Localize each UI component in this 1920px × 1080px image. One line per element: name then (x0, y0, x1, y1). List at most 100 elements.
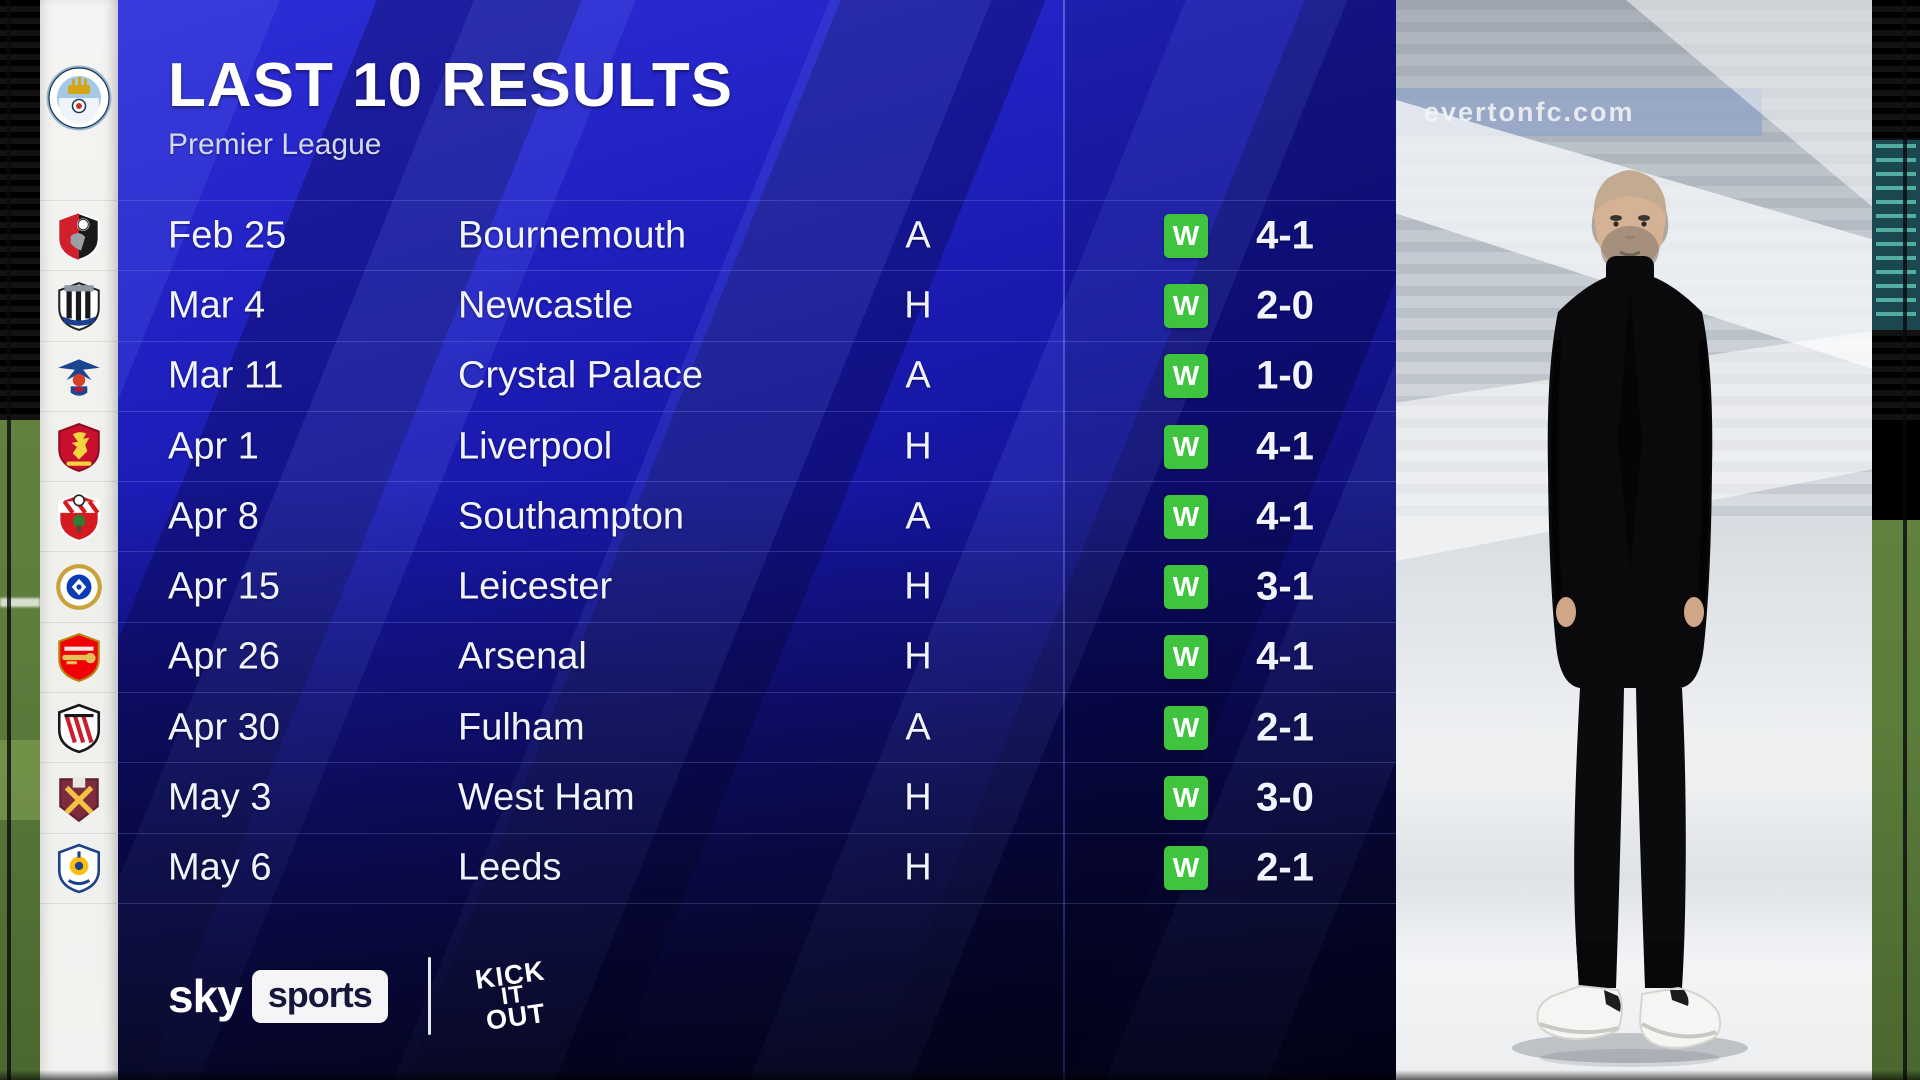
result-score: 3-0 (1256, 775, 1314, 820)
pitch-line (0, 598, 40, 607)
result-date: Apr 1 (168, 425, 259, 468)
result-date: Mar 4 (168, 284, 266, 327)
result-row: May 3 West Ham H W 3-0 (118, 762, 1396, 832)
sky-sports-logo-box: sports (251, 969, 388, 1023)
rows-end-divider (118, 902, 1396, 904)
result-score: 4-1 (1256, 213, 1314, 258)
result-date: Apr 15 (168, 565, 280, 608)
result-row: Mar 4 Newcastle H W 2-0 (118, 270, 1396, 340)
result-row: May 6 Leeds H W 2-1 (118, 832, 1396, 903)
result-opponent: Bournemouth (458, 214, 687, 257)
column-divider-line (1063, 0, 1065, 1080)
results-panel: LAST 10 RESULTS Premier League Feb 25 Bo… (118, 0, 1396, 1080)
kick-it-out-line3: OUT (483, 997, 548, 1036)
result-date: May 6 (168, 846, 272, 889)
result-score: 2-0 (1256, 283, 1314, 328)
result-score: 2-1 (1256, 705, 1314, 750)
leeds-badge-icon (40, 832, 118, 903)
pitch-mow-band (0, 740, 40, 820)
team-badge-cell (40, 0, 118, 200)
crystal-palace-badge-icon (40, 340, 118, 411)
sky-logo-text: sky (168, 970, 243, 1022)
result-row: Apr 30 Fulham A W 2-1 (118, 692, 1396, 762)
result-venue: H (904, 635, 932, 678)
result-venue: H (904, 776, 932, 819)
stadium-scoreboard (1872, 140, 1920, 330)
result-row: Apr 8 Southampton A W 4-1 (118, 481, 1396, 551)
footer-logos: sky sports KICK IT OUT (168, 950, 561, 1042)
video-seam (7, 0, 11, 1080)
result-badge-win: W (1164, 776, 1208, 821)
result-badge-win: W (1164, 354, 1208, 399)
result-opponent: Arsenal (458, 635, 587, 678)
result-row: Apr 1 Liverpool H W 4-1 (118, 410, 1396, 481)
result-venue: A (905, 354, 931, 397)
result-date: Apr 30 (168, 706, 280, 749)
result-badge-win: W (1164, 494, 1208, 539)
result-badge-win: W (1164, 283, 1208, 328)
result-date: May 3 (168, 776, 272, 819)
title-block: LAST 10 RESULTS Premier League (168, 51, 734, 162)
result-badge-win: W (1164, 635, 1208, 680)
result-opponent: Leeds (458, 846, 562, 889)
result-venue: H (904, 425, 932, 468)
score-column-shade (1065, 0, 1396, 1080)
result-date: Apr 26 (168, 635, 280, 678)
result-score: 3-1 (1256, 564, 1314, 609)
opponent-badge-cells (40, 200, 118, 904)
result-opponent: West Ham (458, 776, 635, 819)
team-badge-rail (40, 0, 118, 1080)
result-score: 4-1 (1256, 634, 1314, 679)
page-title: LAST 10 RESULTS (168, 51, 734, 120)
southampton-badge-icon (40, 481, 118, 551)
result-score: 4-1 (1256, 494, 1314, 539)
result-row: Feb 25 Bournemouth A W 4-1 (118, 200, 1396, 270)
result-date: Apr 8 (168, 495, 259, 538)
background-video-right (1872, 0, 1920, 1080)
result-opponent: Leicester (458, 565, 613, 608)
result-opponent: Liverpool (458, 425, 613, 468)
video-seam (1903, 0, 1907, 1080)
result-badge-win: W (1164, 705, 1208, 750)
result-venue: H (904, 846, 932, 889)
west-ham-badge-icon (40, 762, 118, 832)
result-opponent: Newcastle (458, 284, 634, 327)
result-opponent: Crystal Palace (458, 354, 703, 397)
kick-it-out-logo: KICK IT OUT (459, 942, 567, 1050)
result-score: 2-1 (1256, 845, 1314, 890)
result-badge-win: W (1164, 424, 1208, 469)
bournemouth-badge-icon (40, 200, 118, 270)
manager-photo-panel: evertonfc.com (1396, 0, 1872, 1080)
result-venue: H (904, 565, 932, 608)
stadium-pitch (1872, 520, 1920, 1080)
result-score: 1-0 (1256, 353, 1314, 398)
result-venue: A (905, 214, 931, 257)
result-venue: A (905, 706, 931, 749)
rail-end-divider (40, 902, 118, 904)
result-date: Mar 11 (168, 354, 284, 397)
result-venue: H (904, 284, 932, 327)
footer-divider (427, 957, 431, 1035)
results-rows: Feb 25 Bournemouth A W 4-1 Mar 4 Newcast… (118, 200, 1396, 904)
liverpool-badge-icon (40, 410, 118, 481)
stadium-stands (0, 0, 40, 420)
manager-photo (1512, 170, 1748, 1067)
result-row: Mar 11 Crystal Palace A W 1-0 (118, 340, 1396, 411)
result-badge-win: W (1164, 846, 1208, 891)
manchester-city-badge-icon (46, 65, 112, 136)
result-date: Feb 25 (168, 214, 287, 257)
studio-floor (1396, 790, 1872, 1080)
result-row: Apr 26 Arsenal H W 4-1 (118, 621, 1396, 692)
result-score: 4-1 (1256, 424, 1314, 469)
arsenal-badge-icon (40, 621, 118, 692)
bottom-edge-fade (0, 1070, 1920, 1080)
fulham-badge-icon (40, 692, 118, 762)
result-opponent: Southampton (458, 495, 685, 538)
result-row: Apr 15 Leicester H W 3-1 (118, 551, 1396, 621)
background-video-left (0, 0, 40, 1080)
newcastle-badge-icon (40, 270, 118, 340)
result-venue: A (905, 495, 931, 538)
panel-bottom-shade (118, 0, 1396, 1080)
result-badge-win: W (1164, 213, 1208, 258)
